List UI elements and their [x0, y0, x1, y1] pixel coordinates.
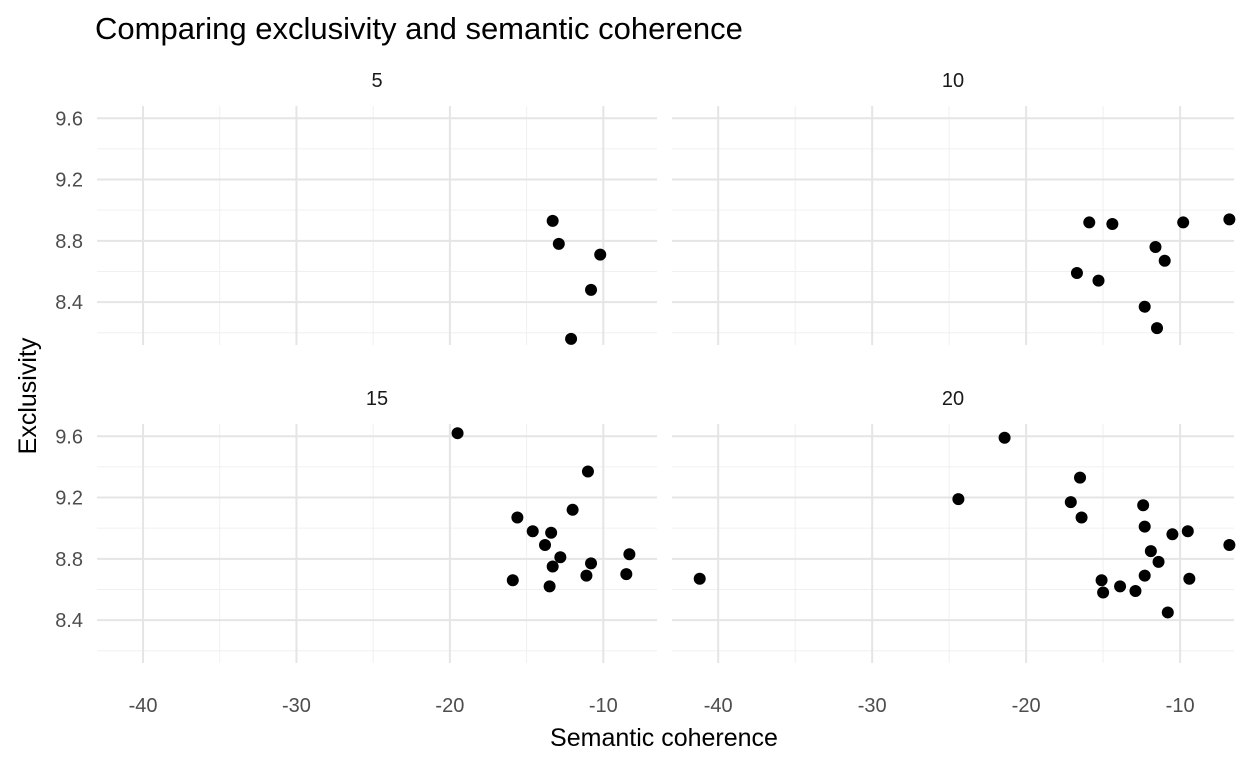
facet-strip-label: 5 [371, 70, 382, 92]
facet-strip-label: 15 [366, 388, 388, 410]
y-tick-label: 9.2 [55, 170, 83, 192]
facet-panel-15: 15 8.4 8.8 9.2 9.6 -40 -30 -20 -10 [55, 388, 657, 717]
data-point [566, 503, 579, 516]
x-tick-label: -40 [129, 695, 158, 717]
data-point [1138, 520, 1151, 533]
data-point [581, 465, 594, 478]
y-tick-label: 9.6 [55, 426, 83, 448]
data-point [1152, 555, 1165, 568]
data-point [546, 560, 559, 573]
data-point [1095, 574, 1108, 587]
data-point [1138, 300, 1151, 313]
data-point [952, 493, 965, 506]
data-point [1151, 322, 1164, 335]
x-tick-label: -20 [1012, 695, 1041, 717]
data-point [1166, 528, 1179, 541]
data-point [585, 283, 598, 296]
facet-panel-10: 10 [672, 70, 1236, 345]
data-point [526, 525, 539, 538]
data-point [545, 526, 558, 539]
data-point [1177, 216, 1190, 229]
data-point [546, 214, 559, 227]
x-tick-label: -40 [704, 695, 733, 717]
data-point [1223, 213, 1236, 226]
x-tick-label: -30 [858, 695, 887, 717]
facet-panel-5: 5 8.4 8.8 9.2 9.6 [55, 70, 657, 345]
facet-panel-20: 20 -40 -30 -20 -10 [672, 388, 1236, 717]
x-axis-title: Semantic coherence [550, 724, 778, 752]
data-point [1183, 572, 1196, 585]
data-point [1161, 606, 1174, 619]
data-point [594, 248, 607, 261]
data-point [1106, 217, 1119, 230]
data-point [1223, 539, 1236, 552]
data-point [552, 237, 565, 250]
data-point [1129, 584, 1142, 597]
data-point [580, 569, 593, 582]
data-point [1070, 266, 1083, 279]
data-point [1137, 499, 1150, 512]
facet-panels: 5 8.4 8.8 9.2 9.6 10 15 8.4 8.8 9.2 9.6 -40 -30 -20 -1… [55, 70, 1236, 717]
data-point [1181, 525, 1194, 538]
y-tick-label: 8.8 [55, 549, 83, 571]
data-point [554, 551, 567, 564]
data-point [506, 574, 519, 587]
data-point [1075, 511, 1088, 524]
data-point [1092, 274, 1105, 287]
data-point [1064, 496, 1077, 509]
data-point [543, 580, 556, 593]
x-tick-label: -10 [1166, 695, 1195, 717]
y-tick-label: 8.4 [55, 292, 83, 314]
data-point [1149, 240, 1162, 253]
data-point [1158, 254, 1171, 267]
data-point [1114, 580, 1127, 593]
data-point [511, 511, 524, 524]
facet-strip-label: 10 [942, 70, 964, 92]
y-tick-label: 8.4 [55, 610, 83, 632]
data-point [451, 427, 464, 440]
facet-strip-label: 20 [942, 388, 964, 410]
chart-title: Comparing exclusivity and semantic coher… [95, 11, 743, 46]
data-point [693, 572, 706, 585]
data-point [1138, 569, 1151, 582]
y-tick-label: 8.8 [55, 231, 83, 253]
data-point [585, 557, 598, 570]
x-tick-label: -20 [435, 695, 464, 717]
data-point [998, 431, 1011, 444]
data-point [623, 548, 636, 561]
data-point [565, 332, 578, 345]
data-point [539, 539, 551, 552]
data-point [1097, 586, 1110, 599]
x-tick-label: -30 [282, 695, 311, 717]
data-point [1144, 545, 1157, 558]
y-tick-label: 9.6 [55, 108, 83, 130]
y-axis-title: Exclusivity [14, 337, 42, 454]
x-tick-label: -10 [589, 695, 618, 717]
y-tick-label: 9.2 [55, 488, 83, 510]
data-point [1083, 216, 1096, 229]
data-point [620, 568, 633, 581]
data-point [1074, 471, 1087, 484]
